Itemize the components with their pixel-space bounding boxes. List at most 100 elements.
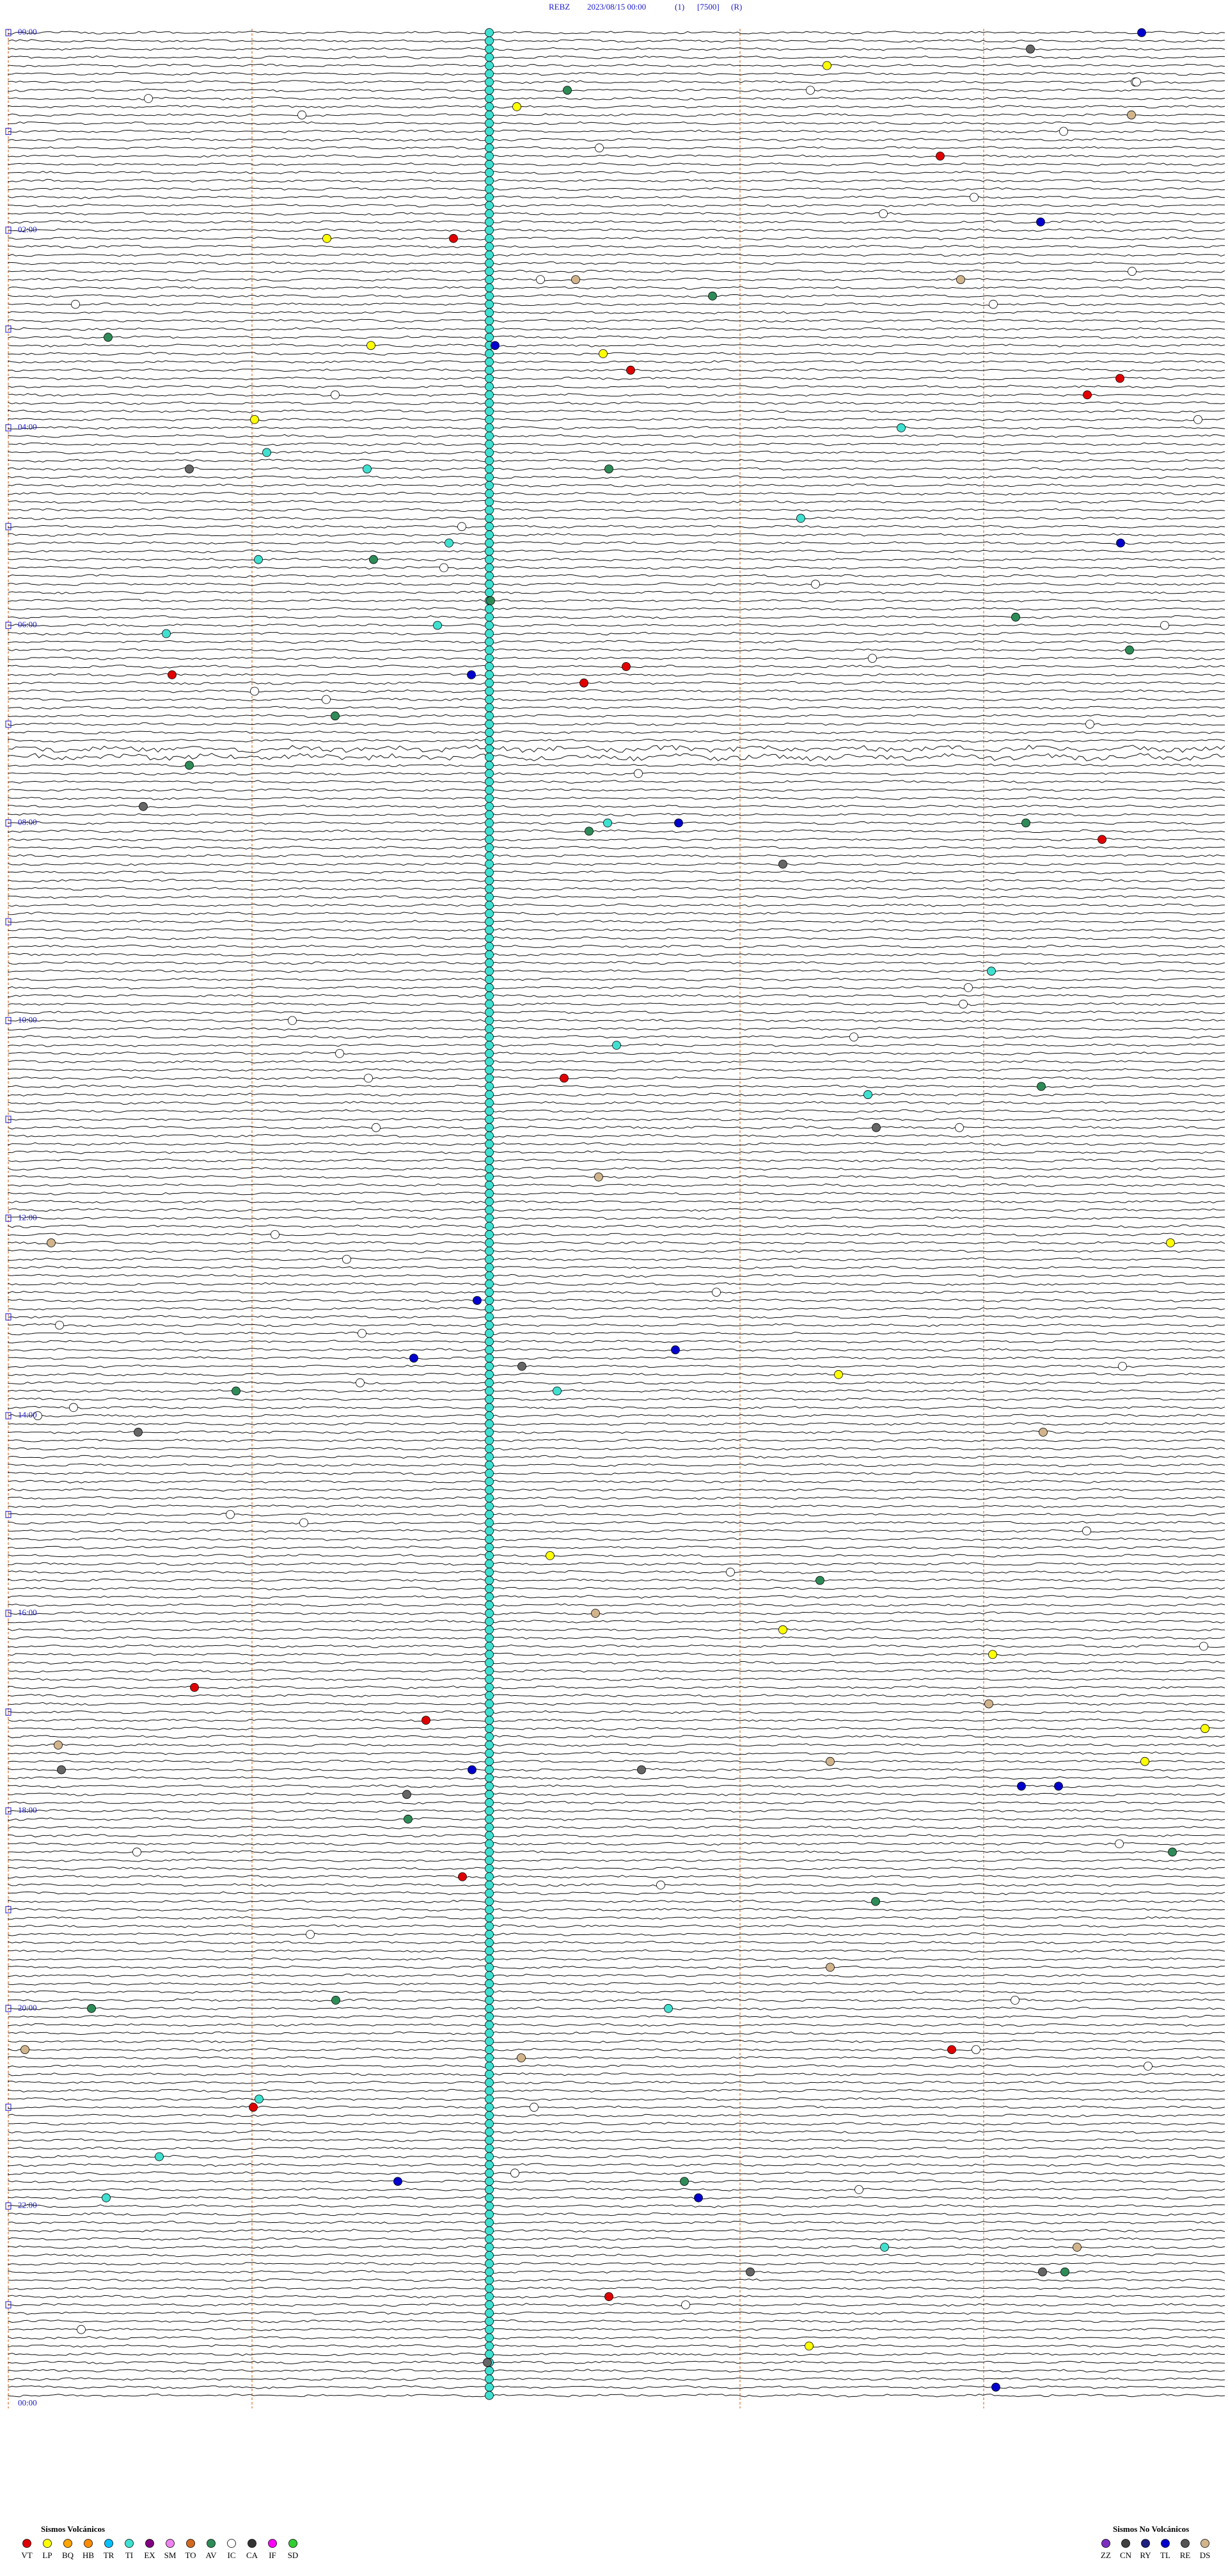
trace — [8, 1018, 1225, 1023]
trace — [8, 780, 1225, 784]
trace — [8, 1397, 1225, 1402]
trace — [8, 1364, 1225, 1368]
trace — [8, 1874, 1225, 1879]
event-marker — [483, 2358, 492, 2367]
event-marker — [485, 1114, 494, 1124]
legend-label: DS — [1200, 2550, 1211, 2560]
trace — [8, 459, 1225, 463]
event-marker — [47, 1238, 56, 1247]
event-marker — [778, 860, 787, 869]
trace — [8, 500, 1225, 504]
trace — [8, 615, 1225, 619]
event-marker — [485, 505, 494, 515]
traces — [8, 29, 1225, 2408]
trace — [8, 1290, 1225, 1295]
event-marker — [485, 1073, 494, 1083]
trace — [8, 574, 1225, 578]
event-marker — [485, 357, 494, 367]
trace — [8, 656, 1225, 661]
trace — [8, 681, 1225, 685]
event-marker — [485, 1246, 494, 1256]
event-marker — [402, 1790, 411, 1799]
trace — [8, 895, 1225, 899]
event-marker — [553, 1386, 562, 1396]
event-marker — [485, 1798, 494, 1807]
event-marker — [485, 374, 494, 383]
trace — [8, 1561, 1225, 1566]
event-marker — [579, 678, 588, 688]
trace — [8, 1686, 1225, 1689]
trace — [8, 1446, 1225, 1451]
event-marker — [485, 1617, 494, 1626]
event-marker — [485, 514, 494, 523]
event-marker — [409, 1354, 418, 1363]
event-marker — [863, 1090, 872, 1100]
legend-label: SM — [164, 2550, 177, 2560]
event-marker — [485, 1329, 494, 1338]
hour-label: 08:00 — [18, 818, 37, 827]
trace — [8, 745, 1225, 754]
trace — [8, 1422, 1225, 1426]
trace — [8, 253, 1225, 257]
event-marker — [485, 1213, 494, 1223]
header: REBZ 2023/08/15 00:00 (1) [7500] (R) — [549, 2, 742, 12]
trace — [8, 2377, 1225, 2381]
trace — [8, 2195, 1225, 2200]
trace — [8, 1883, 1225, 1887]
event-marker — [485, 152, 494, 161]
trace — [8, 525, 1225, 529]
trace — [8, 55, 1225, 59]
event-marker — [485, 1164, 494, 1173]
event-marker — [485, 160, 494, 169]
datetime: 2023/08/15 00:00 — [587, 2, 646, 12]
event-marker — [485, 1288, 494, 1297]
trace — [8, 1521, 1225, 1525]
event-marker — [168, 670, 177, 679]
event-marker — [834, 1370, 843, 1379]
event-marker — [485, 299, 494, 309]
trace — [8, 1455, 1225, 1459]
event-marker — [421, 1716, 430, 1725]
trace — [8, 1948, 1225, 1953]
trace — [8, 2204, 1225, 2208]
event-marker — [485, 769, 494, 778]
trace — [8, 1751, 1225, 1755]
trace — [8, 1710, 1225, 1714]
event-marker — [104, 333, 113, 342]
trace — [8, 986, 1225, 990]
event-marker — [485, 925, 494, 935]
event-marker — [746, 2267, 755, 2277]
event-marker — [708, 291, 717, 301]
event-marker — [485, 967, 494, 976]
trace — [8, 1627, 1225, 1632]
event-marker — [806, 86, 815, 95]
event-marker — [485, 1419, 494, 1428]
event-marker — [132, 1847, 141, 1857]
event-marker — [322, 233, 331, 243]
trace — [8, 344, 1225, 347]
event-marker — [991, 2382, 1000, 2392]
event-marker — [1083, 390, 1092, 400]
trace — [8, 1833, 1225, 1838]
trace — [8, 2262, 1225, 2266]
event-marker — [485, 670, 494, 679]
event-marker — [485, 1963, 494, 1972]
event-marker — [1115, 374, 1124, 383]
event-marker — [594, 1173, 603, 1181]
event-marker — [485, 44, 494, 54]
event-marker — [485, 1930, 494, 1939]
trace — [8, 912, 1225, 915]
legend-label: LP — [42, 2550, 52, 2560]
trace — [8, 154, 1225, 158]
trace — [8, 862, 1225, 866]
hour-label: 14:00 — [18, 1410, 37, 1419]
hour-label: 00:00 — [18, 27, 37, 36]
hour-label: 22:00 — [18, 2201, 37, 2210]
trace — [8, 788, 1225, 792]
event-marker — [612, 1041, 621, 1050]
event-marker — [485, 2135, 494, 2145]
trace — [8, 2229, 1225, 2233]
event-marker — [485, 209, 494, 219]
event-marker — [486, 596, 495, 605]
event-marker — [485, 1526, 494, 1536]
